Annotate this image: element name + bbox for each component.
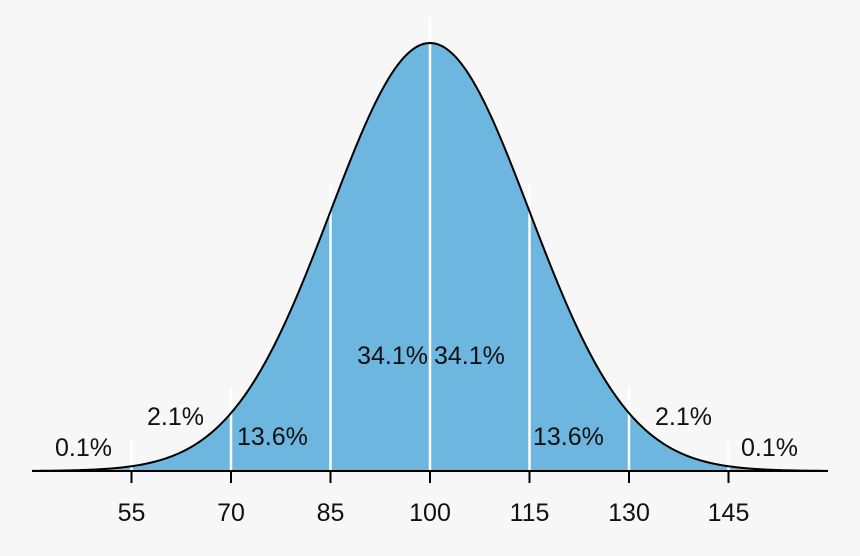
percentage-labels: 0.1% 2.1% 13.6% 34.1% 34.1% 13.6% 2.1% 0.1% <box>55 342 798 462</box>
distribution-curve <box>31 41 829 472</box>
percentage-label-6: 2.1% <box>655 403 712 431</box>
x-tick-label-3: 100 <box>409 499 451 527</box>
percentage-label-1: 2.1% <box>147 403 204 431</box>
sd-dividers <box>130 17 730 471</box>
percentage-label-4: 34.1% <box>434 342 505 370</box>
percentage-label-0: 0.1% <box>55 434 112 462</box>
x-tick-label-0: 55 <box>118 499 146 527</box>
percentage-label-2: 13.6% <box>237 423 308 451</box>
x-tick-label-6: 145 <box>708 499 750 527</box>
x-tick-label-2: 85 <box>317 499 345 527</box>
x-tick-label-4: 115 <box>510 499 550 527</box>
percentage-label-3: 34.1% <box>357 342 428 370</box>
percentage-label-5: 13.6% <box>533 423 604 451</box>
percentage-label-7: 0.1% <box>741 434 798 462</box>
x-tick-label-5: 130 <box>608 499 650 527</box>
x-axis-ticks: 55 70 85 100 115 130 145 <box>118 471 750 527</box>
x-tick-label-1: 70 <box>217 499 245 527</box>
